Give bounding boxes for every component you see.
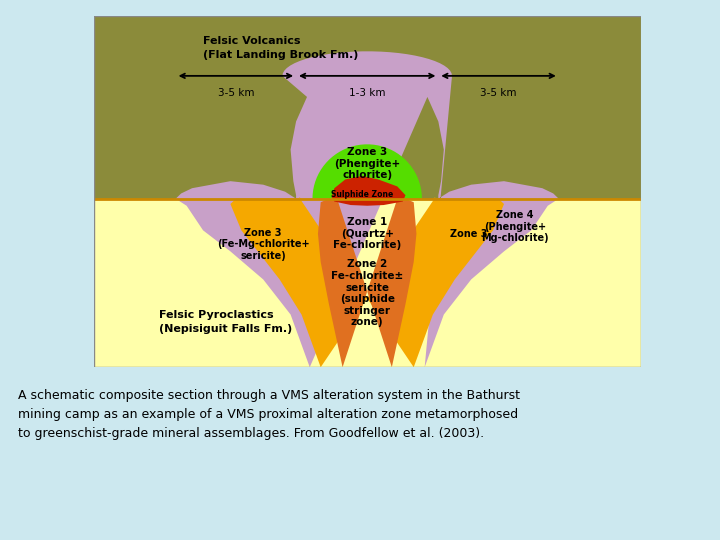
Bar [94,199,641,367]
Text: Felsic Volcanics: Felsic Volcanics [203,36,300,46]
Text: Zone 2
Fe-chlorite±
sericite
(sulphide
stringer
zone): Zone 2 Fe-chlorite± sericite (sulphide s… [331,260,403,327]
Text: Zone 3
(Fe-Mg-chlorite+
sericite): Zone 3 (Fe-Mg-chlorite+ sericite) [217,228,310,261]
Text: Zone 3
(Phengite+
chlorite): Zone 3 (Phengite+ chlorite) [334,147,400,180]
Text: Sulphide Zone: Sulphide Zone [330,190,393,199]
Bar [94,16,641,199]
Text: A schematic composite section through a VMS alteration system in the Bathurst
 m: A schematic composite section through a … [14,389,521,440]
Polygon shape [332,176,405,206]
Polygon shape [312,144,422,199]
Polygon shape [230,197,504,367]
Text: 1-3 km: 1-3 km [349,88,385,98]
Text: Felsic Pyroclastics: Felsic Pyroclastics [159,309,274,320]
Polygon shape [318,199,416,367]
Text: (Flat Landing Brook Fm.): (Flat Landing Brook Fm.) [203,50,359,60]
Text: 3-5 km: 3-5 km [217,88,254,98]
Polygon shape [176,51,559,367]
Text: 3-5 km: 3-5 km [480,88,517,98]
Text: Zone 1
(Quartz+
Fe-chlorite): Zone 1 (Quartz+ Fe-chlorite) [333,217,401,251]
Text: Zone 4
(Phengite+
Mg-chlorite): Zone 4 (Phengite+ Mg-chlorite) [481,210,549,244]
Text: Zone 3: Zone 3 [450,229,487,239]
Text: (Nepisiguit Falls Fm.): (Nepisiguit Falls Fm.) [159,323,292,334]
